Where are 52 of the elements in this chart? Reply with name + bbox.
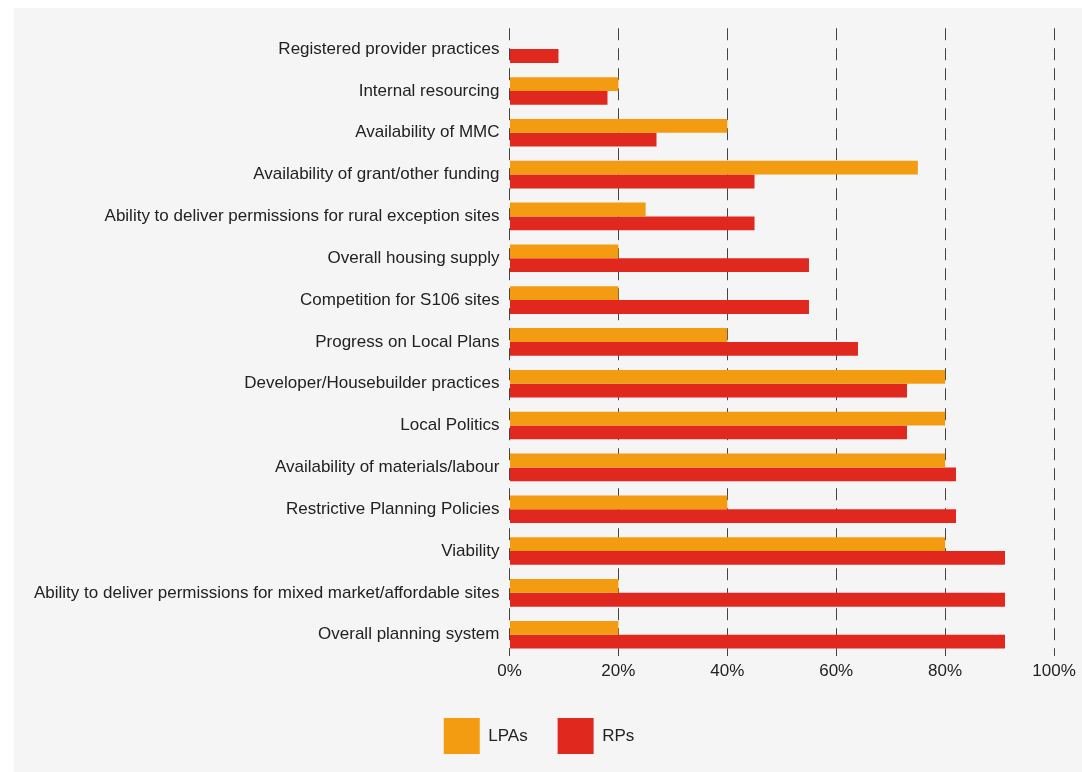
bar — [509, 509, 956, 524]
bar — [509, 383, 907, 398]
x-tick-label: 40% — [710, 661, 745, 681]
y-tick-label: Developer/Housebuilder practices — [244, 373, 500, 393]
bar — [509, 216, 755, 231]
x-tick-label: 80% — [928, 661, 963, 681]
bar — [509, 174, 755, 189]
y-tick-label: Overall planning system — [318, 624, 500, 644]
bar — [509, 592, 1005, 607]
bar — [509, 453, 946, 468]
bar — [509, 495, 728, 510]
bar — [509, 160, 918, 175]
bar — [509, 49, 559, 63]
y-tick-label: Ability to deliver permissions for rural exception sites — [104, 206, 500, 226]
y-tick-label: Local Politics — [400, 415, 500, 435]
bar — [509, 286, 619, 301]
y-tick-label: Internal resourcing — [358, 80, 500, 100]
y-tick-label: Overall housing supply — [327, 247, 500, 267]
bar — [509, 467, 956, 482]
x-tick-label: 100% — [1032, 661, 1076, 681]
y-tick-label: Progress on Local Plans — [315, 331, 500, 351]
bar — [509, 537, 946, 552]
legend-label: LPAs — [488, 725, 528, 745]
bar — [509, 244, 619, 259]
y-tick-label: Restrictive Planning Policies — [285, 498, 500, 518]
y-tick-label: Ability to deliver permissions for mixed market/affordable sites — [34, 582, 500, 602]
y-tick-label: Availability of materials/labour — [274, 457, 500, 477]
bar — [509, 620, 619, 635]
legend-label: RPs — [602, 725, 635, 745]
bar — [509, 579, 619, 593]
bar — [509, 300, 809, 314]
y-tick-label: Registered provider practices — [278, 38, 500, 58]
bar — [509, 551, 1005, 565]
bar — [509, 132, 657, 147]
bar — [509, 328, 728, 342]
bar — [509, 202, 646, 217]
bar — [509, 634, 1005, 649]
x-tick-label: 0% — [497, 661, 522, 681]
y-tick-label: Availability of MMC — [355, 122, 500, 142]
bar — [509, 90, 608, 105]
bar — [509, 258, 809, 273]
bar — [509, 411, 946, 426]
bar — [509, 341, 858, 356]
x-tick-label: 60% — [819, 661, 854, 681]
y-tick-label: Availability of grant/other funding — [253, 164, 500, 184]
x-tick-label: 20% — [601, 661, 636, 681]
bar — [509, 369, 946, 384]
y-tick-label: Viability — [441, 540, 500, 560]
bar — [509, 425, 907, 440]
y-tick-label: Competition for S106 sites — [300, 289, 500, 309]
bar — [509, 77, 619, 91]
bar — [509, 118, 728, 133]
